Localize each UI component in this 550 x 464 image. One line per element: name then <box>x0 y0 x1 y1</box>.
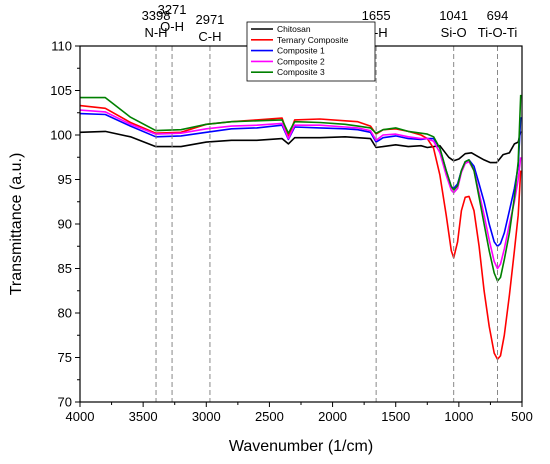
x-tick-label: 1500 <box>381 409 410 424</box>
x-tick-label: 2000 <box>318 409 347 424</box>
x-tick-label: 500 <box>511 409 533 424</box>
y-tick-label: 105 <box>50 83 72 98</box>
x-tick-label: 3500 <box>129 409 158 424</box>
x-axis-title: Wavenumber (1/cm) <box>229 438 373 455</box>
annotation-number: 1655 <box>362 8 391 23</box>
series-line <box>80 94 522 282</box>
plot-frame <box>79 45 523 403</box>
x-tick-label: 2500 <box>255 409 284 424</box>
annotation-group: Si-O <box>441 25 467 40</box>
y-axis-ticks: 70 75 80 85 90 95 100 105 110 <box>50 39 80 410</box>
legend-label: Composite 3 <box>277 67 325 77</box>
legend-label: Composite 1 <box>277 46 325 56</box>
x-tick-label: 1000 <box>444 409 473 424</box>
annotation-number: 2971 <box>195 12 224 27</box>
x-axis-ticks: 4000 3500 3000 2500 2000 1500 1000 500 <box>66 402 533 424</box>
series-line <box>79 112 522 248</box>
series-line <box>79 130 522 164</box>
y-tick-label: 110 <box>51 39 72 54</box>
legend-box <box>246 21 376 82</box>
x-tick-label: 4000 <box>66 409 95 424</box>
series-line <box>79 109 522 270</box>
annotation-number: 3271 <box>158 2 187 17</box>
annotation-lines <box>155 46 499 402</box>
legend-label: Ternary Composite <box>277 35 349 45</box>
annotation-group: Ti-O-Ti <box>478 25 518 40</box>
x-tick-label: 3000 <box>192 409 221 424</box>
y-tick-label: 85 <box>58 261 72 276</box>
y-tick-label: 70 <box>58 395 72 410</box>
y-tick-label: 100 <box>50 128 72 143</box>
y-tick-label: 90 <box>58 217 72 232</box>
y-axis-title: Transmittance (a.u.) <box>8 153 25 296</box>
annotation-number: 694 <box>487 8 509 23</box>
annotation-group: C-H <box>198 29 221 44</box>
annotation-group: O-H <box>160 19 184 34</box>
legend-label: Composite 2 <box>277 56 325 66</box>
legend-label: Chitosan <box>277 24 311 34</box>
y-tick-label: 80 <box>58 306 72 321</box>
series-lines <box>79 94 522 361</box>
y-tick-label: 75 <box>58 350 72 365</box>
annotation-group: N-H <box>144 25 167 40</box>
annotation-number: 3398 <box>142 8 171 23</box>
y-tick-label: 95 <box>58 172 72 187</box>
annotation-number: 1041 <box>439 8 468 23</box>
